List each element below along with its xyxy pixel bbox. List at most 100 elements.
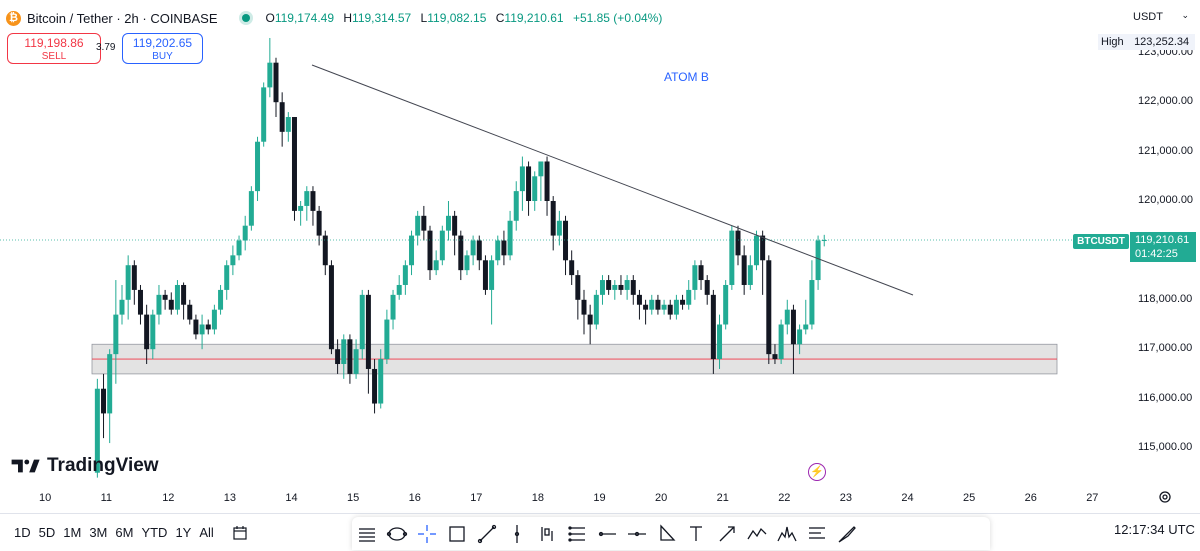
candle[interactable]	[667, 299, 673, 320]
timeframe-1y[interactable]: 1Y	[175, 525, 192, 540]
candle[interactable]	[107, 349, 113, 444]
candle[interactable]	[156, 284, 162, 325]
candle[interactable]	[587, 304, 593, 345]
candle[interactable]	[747, 255, 753, 290]
candle[interactable]	[359, 289, 365, 360]
candle[interactable]	[335, 339, 341, 374]
candle[interactable]	[673, 294, 679, 320]
candle[interactable]	[569, 250, 575, 285]
candle[interactable]	[538, 161, 544, 201]
candlestick-chart[interactable]	[0, 0, 1128, 486]
symbol-title[interactable]: Bitcoin / Tether · 2h · COINBASE	[27, 10, 218, 26]
candle[interactable]	[519, 156, 525, 211]
settings-icon[interactable]	[1157, 489, 1173, 505]
utc-clock[interactable]: 12:17:34 UTC	[1114, 522, 1195, 537]
candle[interactable]	[803, 299, 809, 335]
candle[interactable]	[365, 289, 371, 394]
crosshair-tool[interactable]	[412, 519, 442, 549]
candle[interactable]	[717, 314, 723, 369]
candle[interactable]	[643, 299, 649, 325]
timeframe-6m[interactable]: 6M	[115, 525, 134, 540]
candle[interactable]	[704, 275, 710, 305]
candle[interactable]	[815, 235, 821, 290]
candle[interactable]	[636, 289, 642, 320]
bar-pattern-tool[interactable]	[532, 519, 562, 549]
candle[interactable]	[285, 112, 291, 142]
candle[interactable]	[409, 230, 415, 276]
candle[interactable]	[230, 245, 236, 276]
candle[interactable]	[304, 186, 310, 221]
candle[interactable]	[593, 289, 599, 330]
candle[interactable]	[211, 304, 217, 335]
timeframe-ytd[interactable]: YTD	[141, 525, 168, 540]
candle[interactable]	[544, 156, 550, 216]
candle[interactable]	[193, 314, 199, 340]
candle[interactable]	[476, 235, 482, 271]
candle[interactable]	[310, 186, 316, 226]
candle[interactable]	[137, 284, 143, 325]
candle[interactable]	[162, 289, 168, 310]
time-axis[interactable]: 10 11 12 13 14 15 16 17 18 19 20 21 22 23 24 25 26 27	[0, 486, 1200, 510]
rectangle-tool[interactable]	[442, 519, 472, 549]
candle[interactable]	[766, 255, 772, 365]
candle[interactable]	[760, 230, 766, 295]
candle[interactable]	[199, 314, 205, 350]
triangle-tool[interactable]	[652, 519, 682, 549]
candle[interactable]	[187, 299, 193, 325]
candle[interactable]	[563, 215, 569, 276]
candle[interactable]	[821, 234, 827, 247]
candle[interactable]	[341, 334, 347, 379]
candle[interactable]	[532, 171, 538, 211]
buy-button[interactable]: 119,202.65 BUY	[122, 33, 203, 64]
rectangle-lines-tool[interactable]	[352, 519, 382, 549]
candle[interactable]	[753, 230, 759, 271]
candle[interactable]	[421, 205, 427, 241]
sell-button[interactable]: 119,198.86 SELL	[7, 33, 101, 64]
candle[interactable]	[784, 299, 790, 335]
candle[interactable]	[261, 82, 267, 147]
candle[interactable]	[624, 275, 630, 300]
candle[interactable]	[550, 196, 556, 251]
candle[interactable]	[680, 294, 686, 310]
candle[interactable]	[396, 275, 402, 300]
candle[interactable]	[458, 230, 464, 281]
candle[interactable]	[729, 225, 735, 290]
text-tool[interactable]	[682, 519, 712, 549]
candle[interactable]	[353, 339, 359, 379]
candle[interactable]	[372, 359, 378, 414]
candle[interactable]	[698, 260, 704, 290]
candle[interactable]	[507, 210, 513, 261]
currency-selector[interactable]: USDT ⌄	[1127, 8, 1193, 28]
candle[interactable]	[686, 280, 692, 310]
candle[interactable]	[655, 294, 661, 315]
candle[interactable]	[735, 225, 741, 266]
fib-tool[interactable]	[802, 519, 832, 549]
timeframe-3m[interactable]: 3M	[89, 525, 108, 540]
parallel-lines-tool[interactable]	[562, 519, 592, 549]
horizontal-ray-tool[interactable]	[592, 519, 622, 549]
vertical-line-tool[interactable]	[502, 519, 532, 549]
candle[interactable]	[489, 255, 495, 325]
candle[interactable]	[470, 235, 476, 266]
candle[interactable]	[298, 201, 304, 226]
candle[interactable]	[94, 378, 100, 478]
arrow-tool[interactable]	[712, 519, 742, 549]
candle[interactable]	[692, 260, 698, 300]
candle[interactable]	[809, 260, 815, 330]
candle[interactable]	[790, 304, 796, 374]
candle[interactable]	[131, 260, 137, 305]
line-tool[interactable]	[472, 519, 502, 549]
candle[interactable]	[433, 250, 439, 276]
flash-icon[interactable]: ⚡	[808, 463, 826, 481]
candle[interactable]	[218, 284, 224, 315]
tradingview-logo[interactable]: TradingView	[11, 455, 159, 477]
candle[interactable]	[618, 275, 624, 295]
brush-tool[interactable]	[832, 519, 862, 549]
candle[interactable]	[181, 282, 187, 320]
candle[interactable]	[248, 186, 254, 231]
candle[interactable]	[279, 92, 285, 147]
candle[interactable]	[390, 289, 396, 330]
candle[interactable]	[741, 245, 747, 295]
candle[interactable]	[168, 292, 174, 315]
candle[interactable]	[581, 289, 587, 335]
